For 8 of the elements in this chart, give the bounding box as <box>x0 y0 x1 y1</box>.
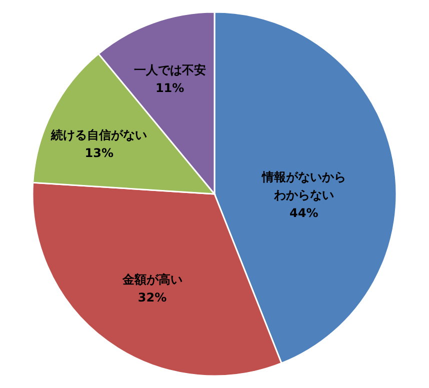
slice-label: 情報がないからわからない <box>260 170 346 202</box>
data-label: 32% <box>138 290 167 305</box>
data-label: 13% <box>84 146 114 160</box>
slice-label: 金額が高い <box>121 272 182 287</box>
data-label: 44% <box>290 206 318 220</box>
slice-label: 続ける自信がない <box>50 128 148 142</box>
data-label: 11% <box>155 80 184 95</box>
slice-label: 一人では不安 <box>134 62 206 77</box>
